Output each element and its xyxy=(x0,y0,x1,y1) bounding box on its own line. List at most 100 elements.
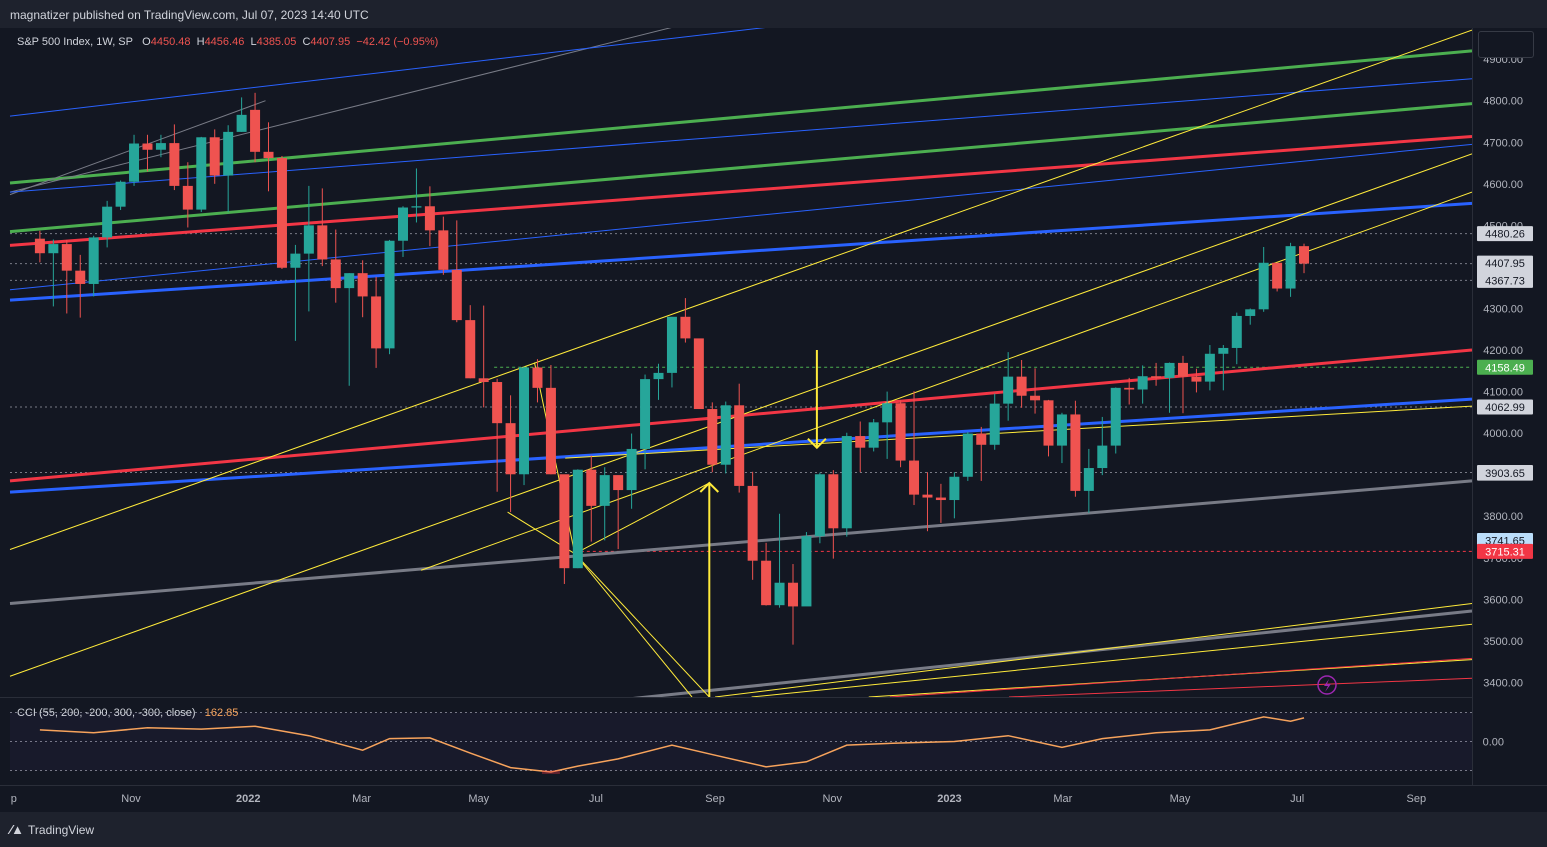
candle[interactable] xyxy=(61,239,72,314)
candle[interactable] xyxy=(384,239,395,355)
candle[interactable] xyxy=(653,363,664,400)
candle[interactable] xyxy=(989,393,1000,450)
candle[interactable] xyxy=(465,305,476,379)
trendline-2[interactable] xyxy=(9,134,1472,247)
candle[interactable] xyxy=(357,260,368,318)
candle[interactable] xyxy=(814,472,825,544)
candle[interactable] xyxy=(666,316,677,388)
candle[interactable] xyxy=(1218,345,1229,391)
trendline-0[interactable] xyxy=(9,201,1472,302)
candle[interactable] xyxy=(1231,312,1242,365)
candle[interactable] xyxy=(209,129,220,184)
arrow-1[interactable] xyxy=(807,350,827,450)
candle[interactable] xyxy=(236,97,247,132)
candle[interactable] xyxy=(223,125,234,213)
candle[interactable] xyxy=(572,469,583,569)
candle[interactable] xyxy=(787,564,798,645)
candle[interactable] xyxy=(303,185,314,312)
symbol-name[interactable]: S&P 500 Index, 1W, SP xyxy=(17,36,133,48)
candle[interactable] xyxy=(344,273,355,386)
candle[interactable] xyxy=(1177,355,1188,414)
trendline-18[interactable] xyxy=(751,623,1472,697)
candle[interactable] xyxy=(734,383,745,493)
cci-label[interactable]: CCI (55, 200, -200, 300, -300, close) xyxy=(17,707,196,719)
candle[interactable] xyxy=(88,235,99,297)
candle[interactable] xyxy=(276,155,287,270)
trendline-11[interactable] xyxy=(9,78,1472,193)
candle[interactable] xyxy=(1191,368,1202,393)
footer-brand[interactable]: ⁄▲ TradingView xyxy=(10,822,94,837)
trendline-26[interactable] xyxy=(1008,677,1472,697)
candle[interactable] xyxy=(922,472,933,532)
candle[interactable] xyxy=(747,471,758,580)
trendline-21[interactable] xyxy=(574,553,693,697)
candle[interactable] xyxy=(34,230,45,263)
trendline-4[interactable] xyxy=(9,102,1472,234)
candle[interactable] xyxy=(895,400,906,468)
candle[interactable] xyxy=(155,134,166,158)
candle[interactable] xyxy=(1056,412,1067,464)
candle[interactable] xyxy=(438,216,449,275)
candle[interactable] xyxy=(976,426,987,481)
candle[interactable] xyxy=(1164,362,1175,413)
candle[interactable] xyxy=(680,298,691,343)
price-label-2[interactable]: 4367.73 xyxy=(1477,272,1533,288)
candle[interactable] xyxy=(48,239,59,307)
candle[interactable] xyxy=(1110,387,1121,454)
candle[interactable] xyxy=(962,431,973,481)
axis-settings-box[interactable] xyxy=(1478,31,1534,58)
candle[interactable] xyxy=(290,244,301,341)
candle[interactable] xyxy=(317,188,328,267)
trendline-22[interactable] xyxy=(574,553,710,697)
trendline-6[interactable] xyxy=(9,479,1472,606)
candle[interactable] xyxy=(1137,365,1148,404)
candle[interactable] xyxy=(1083,448,1094,513)
price-label-3[interactable]: 4158.49 xyxy=(1477,359,1533,375)
candle[interactable] xyxy=(1030,368,1041,414)
candle[interactable] xyxy=(1272,262,1283,292)
candle[interactable] xyxy=(1003,352,1014,421)
candle[interactable] xyxy=(1070,400,1081,497)
alert-lightning-icon[interactable] xyxy=(1317,675,1337,695)
price-label-8[interactable]: 3715.31 xyxy=(1477,543,1533,559)
candle[interactable] xyxy=(949,472,960,519)
candle[interactable] xyxy=(559,474,570,584)
candle[interactable] xyxy=(330,229,341,303)
candle[interactable] xyxy=(707,402,718,473)
candle[interactable] xyxy=(1245,308,1256,325)
candle[interactable] xyxy=(263,122,274,192)
candle[interactable] xyxy=(1016,360,1027,408)
cci-line[interactable] xyxy=(39,716,1305,773)
price-label-0[interactable]: 4480.26 xyxy=(1477,226,1533,242)
candle[interactable] xyxy=(1151,362,1162,386)
candle[interactable] xyxy=(1043,399,1054,457)
candle[interactable] xyxy=(129,134,140,186)
candle[interactable] xyxy=(828,470,839,559)
trendline-25[interactable] xyxy=(889,657,1472,697)
candle[interactable] xyxy=(720,401,731,474)
candle[interactable] xyxy=(693,338,704,410)
candle[interactable] xyxy=(492,378,503,492)
candle[interactable] xyxy=(1285,242,1296,297)
trendline-10[interactable] xyxy=(9,18,850,117)
candle[interactable] xyxy=(868,419,879,452)
candle[interactable] xyxy=(196,136,207,213)
candle[interactable] xyxy=(626,433,637,509)
candle[interactable] xyxy=(519,366,530,486)
candle[interactable] xyxy=(115,180,126,211)
candle[interactable] xyxy=(545,364,556,475)
candle[interactable] xyxy=(411,168,422,223)
trendline-23[interactable] xyxy=(574,482,710,555)
candle[interactable] xyxy=(532,359,543,403)
candle[interactable] xyxy=(478,305,489,408)
price-label-4[interactable]: 4062.99 xyxy=(1477,399,1533,415)
candle[interactable] xyxy=(1097,416,1108,476)
trendline-13[interactable] xyxy=(9,29,1472,550)
trendline-5[interactable] xyxy=(9,49,1472,185)
candle[interactable] xyxy=(142,134,153,172)
candle[interactable] xyxy=(935,483,946,523)
trendline-17[interactable] xyxy=(715,603,1472,697)
candle[interactable] xyxy=(761,542,772,606)
candle[interactable] xyxy=(371,276,382,368)
trendline-12[interactable] xyxy=(9,143,1472,291)
